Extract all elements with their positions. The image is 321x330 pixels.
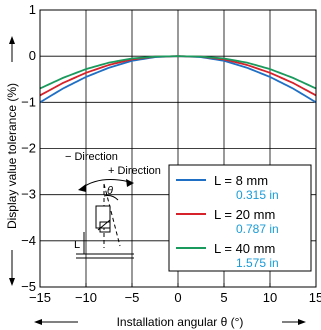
legend-label: L = 20 mm xyxy=(214,207,275,222)
x-tick-label: −5 xyxy=(125,290,140,305)
y-tick-label: 0 xyxy=(29,48,36,63)
x-tick-label: 15 xyxy=(309,290,321,305)
series-lines xyxy=(39,55,317,104)
tilted-axis-line xyxy=(103,183,121,247)
y-tick-label: −2 xyxy=(21,141,36,156)
series-line xyxy=(39,55,317,90)
legend-sub-label: 0.315 in xyxy=(236,188,279,202)
legend-sub-label: 0.787 in xyxy=(236,222,279,236)
y-tick-label: −4 xyxy=(21,233,36,248)
y-tick-label: −3 xyxy=(21,187,36,202)
minus-direction-label: − Direction xyxy=(65,151,118,163)
y-tick-label: 1 xyxy=(29,2,36,17)
x-tick-label: 5 xyxy=(220,290,227,305)
x-axis-label-group: Installation angular θ (°) xyxy=(34,315,306,329)
y-tick-label: −1 xyxy=(21,94,36,109)
legend: L = 8 mm0.315 in L = 20 mm0.787 in L = 40 … xyxy=(168,164,312,272)
legend-label: L = 8 mm xyxy=(214,173,268,188)
x-tick-label: −10 xyxy=(75,290,97,305)
y-tick-label: −5 xyxy=(21,279,36,294)
tick-labels: −15 −10 −5 0 5 10 15−5−4−3−2−101 xyxy=(21,2,321,305)
y-axis-label-group: Display value tolerance (%) xyxy=(5,36,19,286)
plus-direction-label: + Direction xyxy=(108,165,161,177)
x-tick-label: 0 xyxy=(174,290,181,305)
sensor-head xyxy=(99,221,111,233)
installation-diagram: − Direction + Direction θ L xyxy=(65,151,161,259)
theta-arc xyxy=(103,195,119,201)
sensor-body xyxy=(95,205,111,229)
legend-items: L = 8 mm0.315 in L = 20 mm0.787 in L = 40 … xyxy=(176,173,279,270)
rotation-arc xyxy=(81,179,131,189)
distance-L-symbol: L xyxy=(74,239,80,251)
legend-box xyxy=(168,164,312,272)
x-tick-label: 10 xyxy=(263,290,277,305)
legend-sub-label: 1.575 in xyxy=(236,256,279,270)
y-axis-label: Display value tolerance (%) xyxy=(5,83,19,229)
theta-symbol: θ xyxy=(107,185,113,197)
sensor-cross xyxy=(97,219,111,231)
x-tick-label: −15 xyxy=(29,290,51,305)
legend-label: L = 40 mm xyxy=(214,241,275,256)
minus-arrow-icon xyxy=(78,184,86,192)
plus-arrow-icon xyxy=(126,179,134,187)
x-axis-label: Installation angular θ (°) xyxy=(117,315,244,329)
